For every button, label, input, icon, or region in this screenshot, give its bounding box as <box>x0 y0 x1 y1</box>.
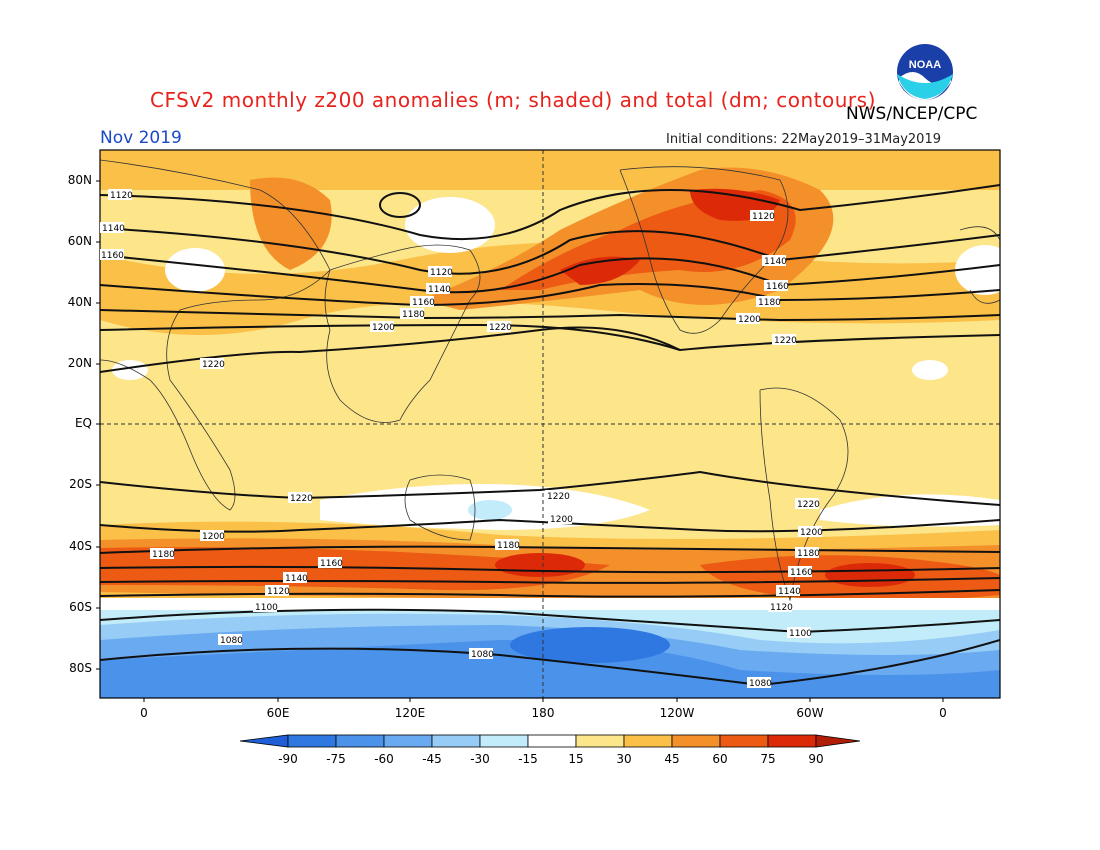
lon-label-120e: 120E <box>394 706 426 720</box>
colorbar-arrow-left <box>239 734 289 748</box>
contour-label: 1140 <box>778 587 801 597</box>
agency-label: NWS/NCEP/CPC <box>846 104 978 124</box>
contour-label: 1220 <box>547 492 570 502</box>
anomaly-light-blue-sh <box>468 500 512 520</box>
contour-label: 1120 <box>267 587 290 597</box>
anomaly-npac-max <box>560 256 640 285</box>
contour-label: 1140 <box>285 574 308 584</box>
contour-label: 1120 <box>430 268 453 278</box>
colorbar-label: -15 <box>518 752 538 766</box>
lon-label-0: 0 <box>140 706 148 720</box>
chart-title: CFSv2 monthly z200 anomalies (m; shaded)… <box>150 88 876 112</box>
forecast-period: Nov 2019 <box>100 128 182 148</box>
closed-contour <box>379 192 421 218</box>
anomaly-white-60s <box>100 598 1000 612</box>
contour-label: 1080 <box>749 679 772 689</box>
contour-label: 1160 <box>790 568 813 578</box>
lon-label-120w: 120W <box>659 706 695 720</box>
lon-label-0-east: 0 <box>939 706 947 720</box>
colorbar-label: 15 <box>568 752 584 766</box>
anomaly-sh-max-west <box>495 553 585 577</box>
lat-label-eq: EQ <box>74 416 92 430</box>
contour-label: 1100 <box>789 629 812 639</box>
lat-label-40n: 40N <box>67 295 92 309</box>
anomaly-white-npac <box>405 197 495 253</box>
contour-label: 1180 <box>152 550 175 560</box>
lat-label-80n: 80N <box>67 173 92 187</box>
anomaly-north-band <box>100 150 1000 190</box>
initial-conditions: Initial conditions: 22May2019–31May2019 <box>666 132 941 147</box>
noaa-logo: NOAA <box>897 44 953 100</box>
anomaly-white-east <box>955 245 1000 295</box>
contour-label: 1200 <box>372 323 395 333</box>
contour-label: 1200 <box>738 315 761 325</box>
colorbar-label: -75 <box>326 752 346 766</box>
anomaly-white-europe <box>165 248 225 292</box>
lon-label-180: 180 <box>531 706 555 720</box>
colorbar-label: -30 <box>470 752 490 766</box>
contour-label: 1160 <box>320 559 343 569</box>
contour-label: 1220 <box>202 360 225 370</box>
contour-label: 1140 <box>428 285 451 295</box>
anomaly-sh-max-east <box>825 563 915 587</box>
contour-label: 1140 <box>102 224 125 234</box>
lat-label-20n: 20N <box>67 356 92 370</box>
lat-label-80s: 80S <box>69 661 92 675</box>
lat-label-60n: 60N <box>67 234 92 248</box>
contour-label: 1120 <box>770 603 793 613</box>
contour-label: 1160 <box>101 251 124 261</box>
colorbar-label: -90 <box>278 752 298 766</box>
colorbar-label: 45 <box>664 752 680 766</box>
anomaly-white-atl <box>112 360 148 380</box>
contour-label: 1180 <box>402 310 425 320</box>
contour-label: 1080 <box>220 636 243 646</box>
contour-label: 1200 <box>800 528 823 538</box>
svg-text:NOAA: NOAA <box>909 59 941 71</box>
lon-label-60e: 60E <box>266 706 290 720</box>
contour-labels: 1120 1140 1160 1120 1140 1160 1180 1200 … <box>100 189 823 689</box>
contour-label: 1100 <box>255 603 278 613</box>
contour-label: 1120 <box>110 191 133 201</box>
contour-label: 1080 <box>471 650 494 660</box>
contour-label: 1160 <box>412 298 435 308</box>
contour-label: 1220 <box>774 336 797 346</box>
lon-label-60w: 60W <box>796 706 824 720</box>
contour-label: 1120 <box>752 212 775 222</box>
lat-label-40s: 40S <box>69 539 92 553</box>
contour-label: 1220 <box>290 494 313 504</box>
colorbar-label: 75 <box>760 752 776 766</box>
anomaly-blue-core <box>510 627 670 663</box>
contour-label: 1220 <box>489 323 512 333</box>
colorbar-label: -60 <box>374 752 394 766</box>
contour-label: 1200 <box>550 515 573 525</box>
colorbar-label: 30 <box>616 752 632 766</box>
anomaly-white-carib <box>912 360 948 380</box>
contour-label: 1200 <box>202 532 225 542</box>
contour-label: 1140 <box>764 257 787 267</box>
contour-label: 1180 <box>758 298 781 308</box>
colorbar-label: 90 <box>808 752 824 766</box>
lat-label-20s: 20S <box>69 477 92 491</box>
axis-ticks <box>96 180 944 702</box>
contour-label: 1160 <box>766 282 789 292</box>
contour-label: 1180 <box>497 541 520 551</box>
contour-label: 1220 <box>797 500 820 510</box>
colorbar-arrow-right <box>815 734 861 748</box>
contour-label: 1180 <box>797 549 820 559</box>
colorbar-label: 60 <box>712 752 728 766</box>
colorbar <box>239 734 861 748</box>
anomaly-sh-core-west <box>100 547 610 591</box>
lat-label-60s: 60S <box>69 600 92 614</box>
anomaly-asia-orange <box>250 177 332 270</box>
colorbar-label: -45 <box>422 752 442 766</box>
